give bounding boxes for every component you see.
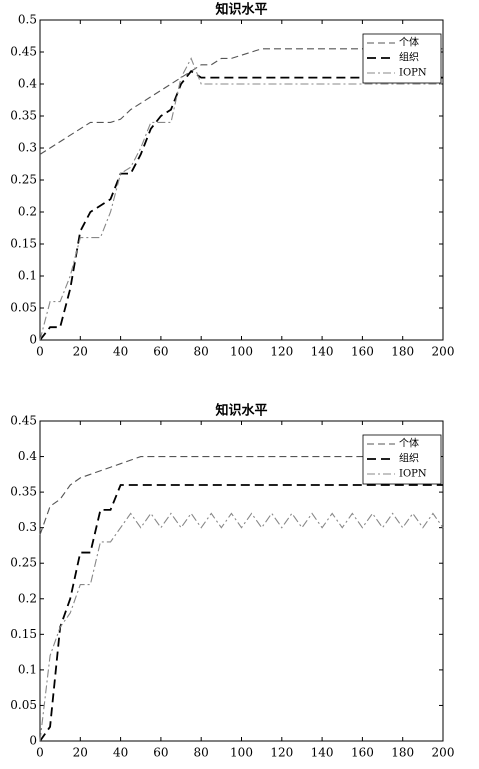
x-tick-label: 140 [311,746,334,760]
x-tick-label: 180 [391,746,414,760]
x-tick-label: 20 [73,345,88,359]
x-tick-label: 160 [351,746,374,760]
y-tick-label: 0.15 [10,237,37,251]
y-tick-label: 0.1 [18,662,37,676]
y-tick-label: 0.05 [10,698,37,712]
x-tick-label: 100 [230,746,253,760]
y-tick-label: 0.35 [10,109,37,123]
x-tick-label: 180 [391,345,414,359]
y-tick-label: 0.45 [10,45,37,59]
x-tick-label: 80 [194,746,209,760]
legend-label: IOPN [399,469,427,480]
legend-label: 个体 [399,438,419,450]
series-line [39,456,443,535]
legend-label: 个体 [399,37,419,49]
y-tick-label: 0.2 [18,591,37,605]
x-tick-label: 60 [153,345,168,359]
y-tick-label: 0.15 [10,627,37,641]
x-tick-label: 40 [113,746,128,760]
y-tick-label: 0 [29,734,37,748]
y-tick-label: 0.05 [10,301,37,315]
x-tick-label: 120 [270,746,293,760]
y-tick-label: 0 [29,333,37,347]
legend-label: IOPN [399,68,427,79]
x-tick-label: 140 [311,345,334,359]
chart-title: 知识水平 [215,403,267,419]
x-tick-label: 60 [153,746,168,760]
y-tick-label: 0.25 [10,556,37,570]
series-line [39,70,443,341]
x-tick-label: 0 [36,746,44,760]
series-line [39,57,443,341]
x-tick-label: 160 [351,345,374,359]
x-tick-label: 200 [432,746,455,760]
x-tick-label: 80 [194,345,209,359]
x-tick-label: 200 [432,345,455,359]
x-tick-label: 20 [73,746,88,760]
y-tick-label: 0.3 [18,520,37,534]
legend-label: 组织 [399,51,419,64]
x-tick-label: 120 [270,345,293,359]
chart-title: 知识水平 [215,2,267,18]
series-line [39,484,443,742]
y-tick-label: 0.4 [18,449,37,463]
series-line [39,512,444,742]
x-tick-label: 40 [113,345,128,359]
y-tick-label: 0.5 [18,13,37,27]
y-tick-label: 0.4 [18,77,37,91]
legend-label: 组织 [399,452,419,465]
y-tick-label: 0.1 [18,269,37,283]
y-tick-label: 0.35 [10,485,37,499]
y-tick-label: 0.2 [18,205,37,219]
y-tick-label: 0.45 [10,414,37,428]
y-tick-label: 0.3 [18,141,37,155]
y-tick-label: 0.25 [10,173,37,187]
x-tick-label: 0 [36,345,44,359]
x-tick-label: 100 [230,345,253,359]
